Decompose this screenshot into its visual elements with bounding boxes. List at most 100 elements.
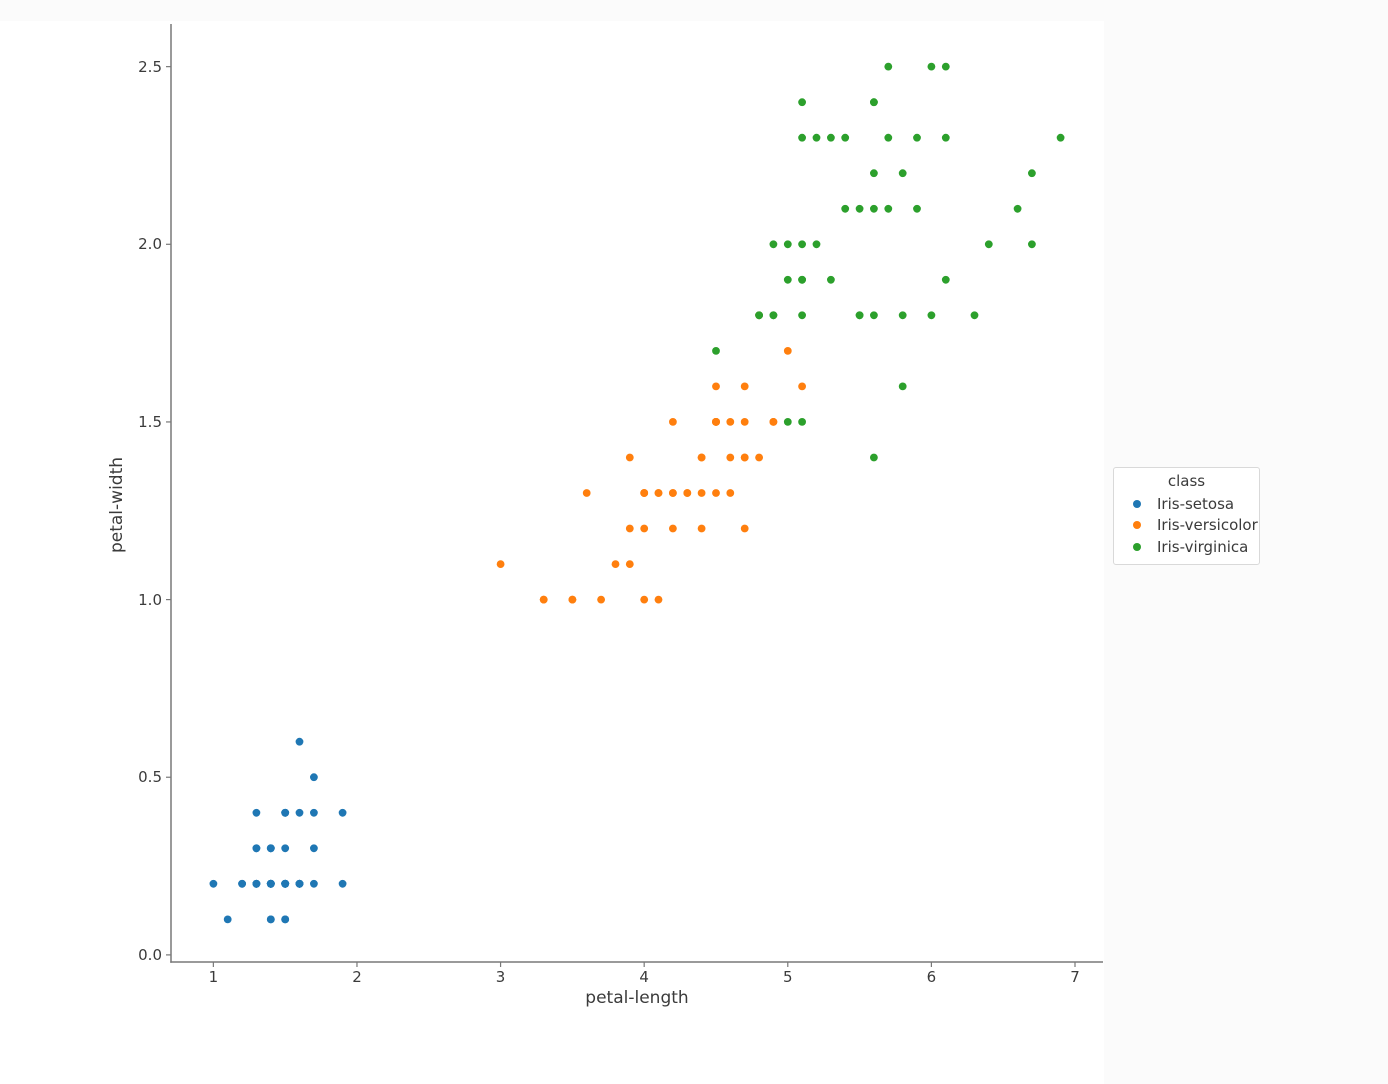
legend-item-label: Iris-versicolor bbox=[1157, 516, 1258, 535]
data-point bbox=[798, 133, 806, 142]
data-point bbox=[798, 275, 806, 284]
data-point bbox=[712, 382, 720, 391]
y-tick-label: 0.0 bbox=[138, 945, 162, 964]
data-point bbox=[870, 204, 878, 213]
data-point bbox=[870, 311, 878, 320]
data-point bbox=[697, 453, 706, 462]
data-point bbox=[898, 169, 907, 178]
data-point bbox=[281, 844, 290, 853]
y-axis-label: petal-width bbox=[107, 456, 127, 554]
y-tick-label: 2.0 bbox=[138, 235, 162, 254]
data-point bbox=[338, 808, 347, 817]
legend-item-label: Iris-setosa bbox=[1157, 494, 1235, 513]
data-point bbox=[812, 240, 821, 249]
data-point bbox=[941, 133, 950, 142]
data-point bbox=[798, 240, 806, 249]
data-point bbox=[252, 844, 261, 853]
data-point bbox=[310, 844, 318, 853]
data-point bbox=[1028, 169, 1036, 178]
data-point bbox=[209, 879, 218, 888]
legend-item: Iris-virginica bbox=[1120, 536, 1253, 558]
data-point bbox=[927, 311, 936, 320]
data-point bbox=[625, 560, 634, 568]
data-point bbox=[252, 879, 261, 888]
data-point bbox=[1013, 204, 1022, 213]
data-point bbox=[740, 382, 749, 391]
x-tick-label: 5 bbox=[783, 968, 793, 986]
data-point bbox=[310, 808, 318, 817]
data-point bbox=[625, 524, 634, 533]
data-point bbox=[941, 62, 950, 71]
data-point bbox=[669, 524, 677, 533]
data-point bbox=[697, 489, 706, 497]
data-point bbox=[798, 311, 806, 320]
data-point bbox=[611, 560, 620, 568]
data-point bbox=[281, 915, 290, 924]
data-point bbox=[827, 133, 835, 142]
legend-items: Iris-setosa Iris-versicolor Iris-virginica bbox=[1120, 493, 1258, 558]
data-point bbox=[539, 595, 548, 604]
data-point bbox=[697, 524, 706, 533]
data-point bbox=[281, 879, 290, 888]
data-point bbox=[769, 418, 778, 426]
x-tick-label: 4 bbox=[639, 968, 649, 986]
data-point bbox=[726, 418, 735, 426]
data-point bbox=[654, 489, 663, 497]
data-point bbox=[597, 595, 605, 604]
data-point bbox=[913, 133, 921, 142]
data-point bbox=[310, 773, 318, 782]
data-point bbox=[683, 489, 692, 497]
x-tick-label: 7 bbox=[1070, 968, 1080, 986]
data-point bbox=[1056, 133, 1065, 142]
data-point bbox=[827, 275, 835, 284]
y-tick-label: 0.5 bbox=[138, 768, 162, 787]
data-point bbox=[740, 418, 749, 426]
data-point bbox=[568, 595, 577, 604]
legend-title: class bbox=[1167, 472, 1206, 490]
data-point bbox=[798, 98, 806, 107]
data-point bbox=[640, 595, 649, 604]
data-point bbox=[870, 98, 878, 107]
data-point bbox=[582, 489, 591, 497]
data-point bbox=[798, 382, 806, 391]
legend-item-label: Iris-virginica bbox=[1157, 537, 1249, 556]
figure-canvas bbox=[0, 21, 1104, 1084]
x-tick-label: 6 bbox=[926, 968, 937, 986]
data-point bbox=[855, 311, 864, 320]
data-point bbox=[783, 240, 792, 249]
data-point bbox=[310, 879, 318, 888]
data-point bbox=[755, 311, 763, 320]
data-point bbox=[281, 808, 290, 817]
data-point bbox=[884, 204, 893, 213]
data-point bbox=[712, 489, 720, 497]
data-point bbox=[913, 204, 921, 213]
y-tick-label: 2.5 bbox=[138, 57, 162, 76]
data-point bbox=[640, 489, 649, 497]
data-point bbox=[669, 489, 677, 497]
data-point bbox=[266, 915, 275, 924]
x-axis-label: petal-length bbox=[585, 988, 689, 1008]
data-point bbox=[927, 62, 936, 71]
data-point bbox=[783, 418, 792, 426]
data-point bbox=[238, 879, 247, 888]
data-point bbox=[295, 808, 304, 817]
data-point bbox=[726, 453, 735, 462]
data-point bbox=[740, 453, 749, 462]
data-point bbox=[769, 311, 778, 320]
legend-marker-icon bbox=[1133, 521, 1141, 530]
data-point bbox=[941, 275, 950, 284]
data-point bbox=[712, 418, 720, 426]
data-point bbox=[726, 489, 735, 497]
data-point bbox=[769, 240, 778, 249]
data-point bbox=[898, 382, 907, 391]
data-point bbox=[740, 524, 749, 533]
data-point bbox=[266, 879, 275, 888]
data-point bbox=[338, 879, 347, 888]
data-point bbox=[295, 879, 304, 888]
data-point bbox=[798, 418, 806, 426]
legend-item: Iris-versicolor bbox=[1120, 515, 1258, 537]
y-tick-label: 1.5 bbox=[138, 412, 162, 431]
data-point bbox=[884, 133, 893, 142]
